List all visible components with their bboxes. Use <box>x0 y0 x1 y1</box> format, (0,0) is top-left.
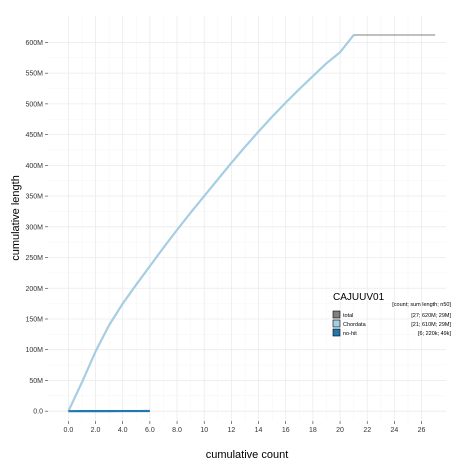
x-axis-ticks: 0.0 2.0 4.0 6.0 8.0 10 12 14 16 18 20 22 24 26 <box>64 421 426 434</box>
x-tick-label: 26 <box>418 427 426 434</box>
legend-key-no-hit <box>332 328 341 337</box>
y-tick-label: 550M <box>25 71 43 78</box>
x-tick-label: 2.0 <box>91 427 101 434</box>
legend-label-total: total <box>343 313 353 319</box>
x-tick-label: 14 <box>255 427 263 434</box>
legend-key-chordata <box>332 319 341 328</box>
x-tick-label: 0.0 <box>64 427 74 434</box>
legend-stats-chordata: [21; 610M; 29M] <box>411 322 451 328</box>
y-tick-label: 500M <box>25 101 43 108</box>
y-tick-label: 300M <box>25 224 43 231</box>
x-tick-label: 6.0 <box>145 427 155 434</box>
y-tick-label: 50M <box>29 378 43 385</box>
legend-key-total <box>332 310 341 319</box>
series-layer <box>67 34 436 413</box>
y-tick-label: 0.0 <box>33 409 43 416</box>
legend-header: [count; sum length; n50] <box>392 302 451 308</box>
y-tick-label: 600M <box>25 40 43 47</box>
y-axis-ticks: 0.0 50M 100M 150M 200M 250M 300M 350M 400M 450M 50… <box>25 40 48 416</box>
panel-background <box>48 16 446 421</box>
x-tick-label: 20 <box>336 427 344 434</box>
x-tick-label: 18 <box>309 427 317 434</box>
legend-label-chordata: Chordata <box>343 322 367 328</box>
grid-major <box>48 16 446 421</box>
legend-label-no-hit: no-hit <box>343 331 357 337</box>
x-tick-label: 10 <box>200 427 208 434</box>
y-tick-label: 100M <box>25 347 43 354</box>
x-tick-label: 4.0 <box>118 427 128 434</box>
y-tick-label: 350M <box>25 194 43 201</box>
legend-title: CAJUUV01 <box>333 292 385 303</box>
x-tick-label: 22 <box>363 427 371 434</box>
series-line-chordata <box>67 34 355 412</box>
legend: CAJUUV01 [count; sum length; n50] total … <box>332 292 451 337</box>
legend-stats-total: [27; 620M; 29M] <box>411 313 451 319</box>
x-axis-title: cumulative count <box>206 449 289 461</box>
grid-minor <box>48 16 446 421</box>
y-tick-label: 400M <box>25 163 43 170</box>
legend-stats-no-hit: [6; 220k; 49k] <box>418 331 451 337</box>
x-tick-label: 16 <box>282 427 290 434</box>
y-axis-title: cumulative length <box>10 175 22 261</box>
y-tick-label: 150M <box>25 316 43 323</box>
y-tick-label: 200M <box>25 286 43 293</box>
x-tick-label: 12 <box>227 427 235 434</box>
x-tick-label: 24 <box>390 427 398 434</box>
x-tick-label: 8.0 <box>172 427 182 434</box>
y-tick-label: 450M <box>25 132 43 139</box>
y-tick-label: 250M <box>25 255 43 262</box>
